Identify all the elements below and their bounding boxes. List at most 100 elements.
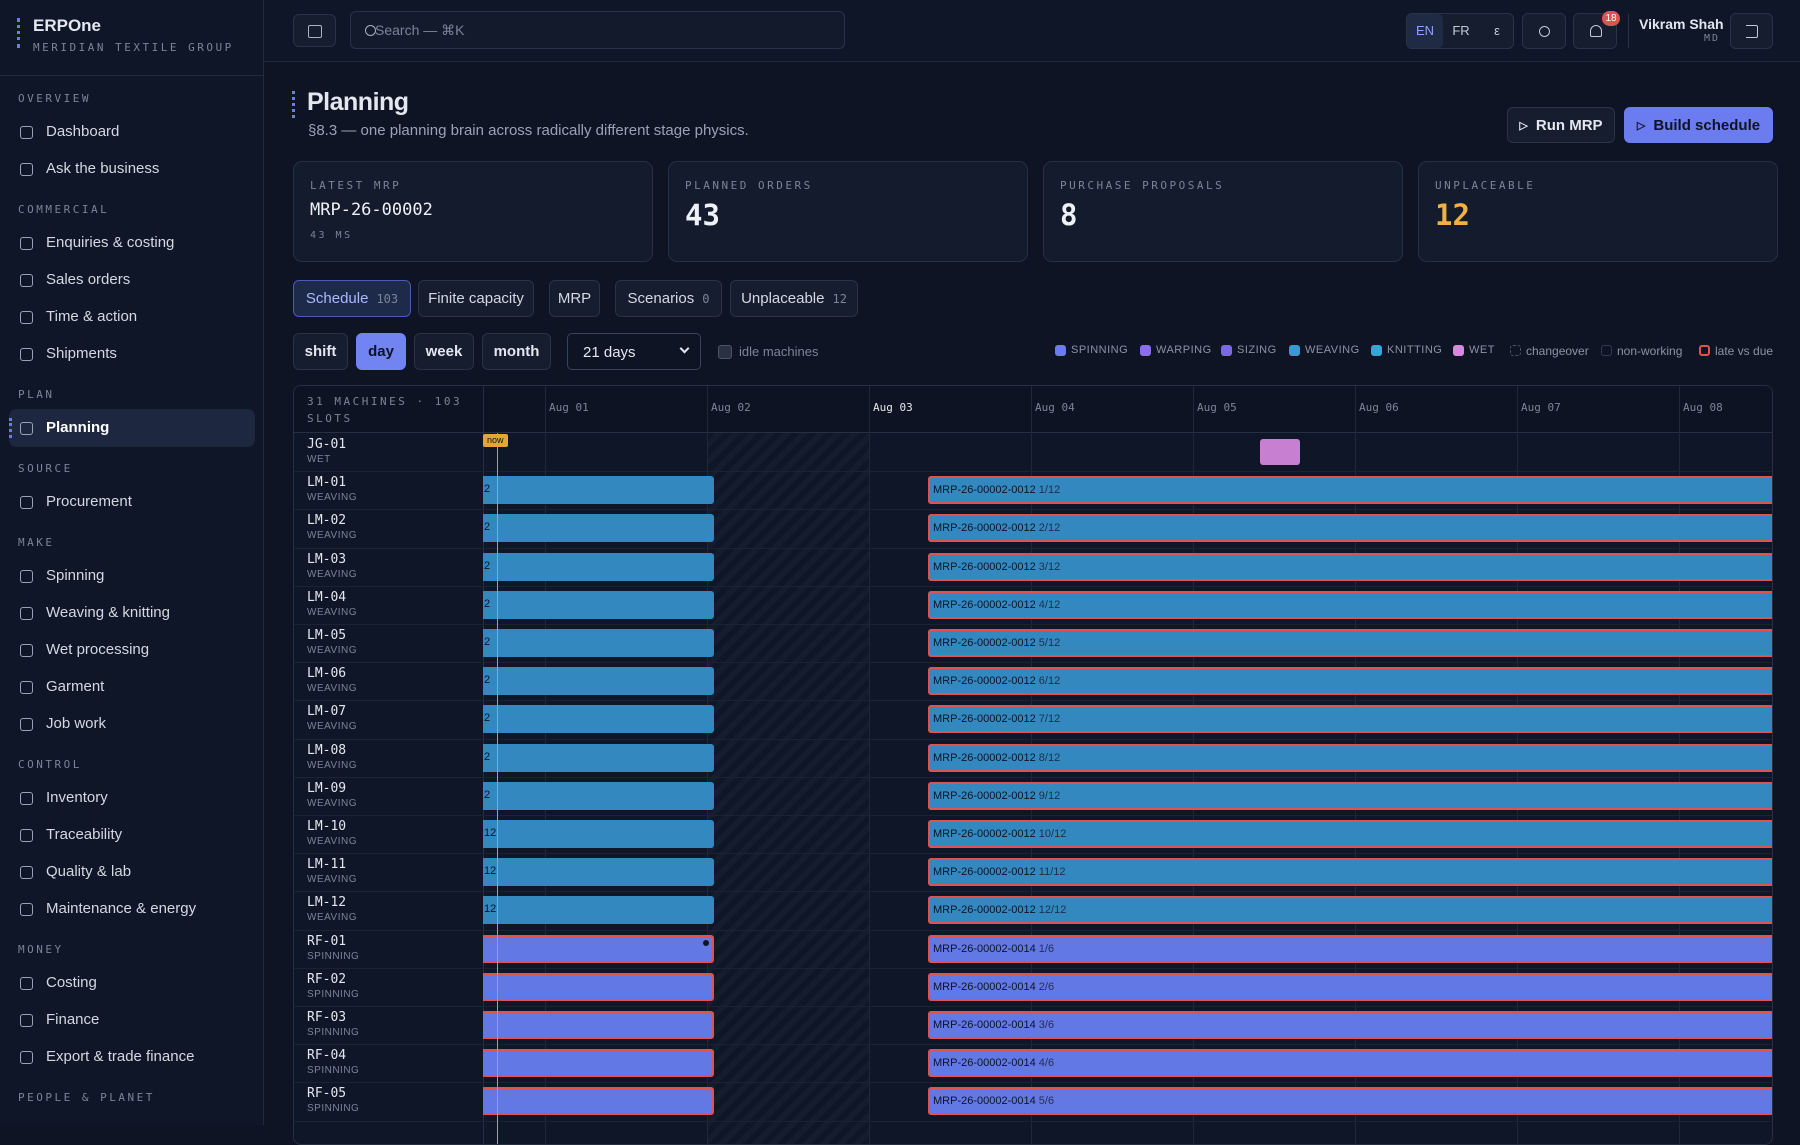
legend-label: SIZING	[1237, 344, 1277, 356]
tab[interactable]: MRP	[549, 280, 600, 317]
slot-bar[interactable]: MRP-26-00002-0012 2/12	[928, 514, 1772, 543]
slot-bar[interactable]: MRP-26-00002-0012 11/12	[928, 858, 1772, 887]
slot-bar[interactable]: 12	[483, 858, 714, 887]
nav-icon	[20, 348, 33, 361]
slot-bar[interactable]: MRP-26-00002-0012 9/12	[928, 781, 1772, 810]
nav-item[interactable]: Costing	[9, 964, 255, 1002]
machine-stage: WEAVING	[307, 721, 357, 733]
nav-item[interactable]: Time & action	[9, 298, 255, 336]
zoom-button[interactable]: shift	[293, 333, 348, 370]
nav-item[interactable]: Traceability	[9, 816, 255, 854]
slot-bar[interactable]: MRP-26-00002-0014 5/6	[928, 1087, 1772, 1116]
slot-bar[interactable]	[483, 1011, 714, 1039]
slot-bar[interactable]: 12	[483, 820, 714, 848]
slot-bar[interactable]: MRP-26-00002-0012 4/12	[928, 590, 1772, 619]
nav-item[interactable]: Wet processing	[9, 631, 255, 669]
horizon-select[interactable]: 21 days	[567, 333, 701, 370]
slot-bar[interactable]: 2	[483, 705, 714, 734]
tab[interactable]: Scenarios 0	[615, 280, 722, 317]
nav-item[interactable]: Export & trade finance	[9, 1038, 255, 1076]
nav-item[interactable]: Planning	[9, 409, 255, 447]
nav-icon	[20, 422, 33, 435]
slot-bar[interactable]: 2	[483, 514, 714, 543]
nav-item[interactable]: Quality & lab	[9, 853, 255, 891]
machine-stage: WEAVING	[307, 912, 357, 924]
machine-id: LM-04	[307, 589, 347, 605]
logout-button[interactable]	[1730, 13, 1773, 49]
nav-item[interactable]: Inventory	[9, 779, 255, 817]
zoom-button[interactable]: week	[414, 333, 474, 370]
slot-bar[interactable]: MRP-26-00002-0012 12/12	[928, 896, 1772, 925]
run-mrp-button[interactable]: ▷ Run MRP	[1507, 107, 1615, 143]
build-schedule-button[interactable]: ▷ Build schedule	[1624, 107, 1773, 143]
language-option[interactable]: FR	[1452, 23, 1470, 38]
slot-bar[interactable]	[1260, 439, 1300, 465]
slot-bar[interactable]: 2	[483, 667, 714, 696]
slot-bar[interactable]: MRP-26-00002-0014 4/6	[928, 1049, 1772, 1078]
slot-bar[interactable]: MRP-26-00002-0012 10/12	[928, 820, 1772, 848]
nav-item[interactable]: Job work	[9, 705, 255, 743]
language-option[interactable]: EN	[1407, 14, 1443, 48]
tab-label: Schedule	[305, 290, 369, 307]
day-label: Aug 05	[1197, 401, 1237, 414]
slot-bar[interactable]: 2	[483, 590, 714, 619]
slot-bar[interactable]: MRP-26-00002-0012 5/12	[928, 629, 1772, 657]
slot-bar[interactable]: 2	[483, 552, 714, 581]
slot-bar[interactable]	[483, 1087, 714, 1116]
slot-order: MRP-26-00002-0012	[933, 789, 1036, 802]
user-name: Vikram Shah	[1639, 16, 1724, 32]
slot-bar[interactable]: MRP-26-00002-0014 1/6	[928, 934, 1772, 963]
slot-bar[interactable]	[483, 934, 714, 963]
slot-seq: 1/12	[1038, 484, 1061, 497]
nav-label: Garment	[46, 678, 105, 695]
slot-label: MRP-26-00002-0014 4/6	[933, 1057, 1054, 1069]
nav-item[interactable]: Finance	[9, 1001, 255, 1039]
search-input[interactable]: Search — ⌘K	[350, 11, 845, 49]
tab[interactable]: Schedule 103	[293, 280, 411, 317]
nav-item[interactable]: Spinning	[9, 557, 255, 595]
slot-bar[interactable]: MRP-26-00002-0012 6/12	[928, 667, 1772, 696]
slot-bar[interactable]: MRP-26-00002-0012 8/12	[928, 743, 1772, 772]
slot-bar[interactable]: 2	[483, 743, 714, 772]
slot-seq: 4/12	[1038, 598, 1061, 611]
non-working-band	[707, 433, 869, 1144]
zoom-button[interactable]: month	[482, 333, 551, 370]
slot-bar[interactable]: MRP-26-00002-0014 2/6	[928, 972, 1772, 1001]
apps-button[interactable]	[293, 14, 336, 47]
nav-item[interactable]: Sales orders	[9, 261, 255, 299]
slot-bar[interactable]: 2	[483, 629, 714, 657]
nav-item[interactable]: Weaving & knitting	[9, 594, 255, 632]
zoom-label: week	[425, 343, 463, 360]
nav-item[interactable]: Enquiries & costing	[9, 224, 255, 262]
nav-item[interactable]: Procurement	[9, 483, 255, 521]
kpi-value: MRP-26-00002	[310, 200, 433, 220]
zoom-button[interactable]: day	[356, 333, 406, 370]
nav-icon	[20, 126, 33, 139]
kpi-sub: 43 MS	[310, 230, 353, 241]
slot-bar[interactable]: MRP-26-00002-0012 1/12	[928, 476, 1772, 505]
slot-bar[interactable]: MRP-26-00002-0012 3/12	[928, 552, 1772, 581]
nav-item[interactable]: Ask the business	[9, 150, 255, 188]
nav-item[interactable]: Shipments	[9, 335, 255, 373]
tab[interactable]: Unplaceable 12	[730, 280, 858, 317]
machine-id: LM-12	[307, 895, 347, 911]
slot-order: MRP-26-00002-0014	[933, 980, 1036, 993]
slot-bar[interactable]: 2	[483, 781, 714, 810]
slot-bar[interactable]: MRP-26-00002-0014 3/6	[928, 1011, 1772, 1039]
slot-bar[interactable]: 12	[483, 896, 714, 925]
nav-item[interactable]: Dashboard	[9, 113, 255, 151]
slot-bar[interactable]: 2	[483, 476, 714, 505]
legend-label: SPINNING	[1071, 344, 1129, 356]
language-option[interactable]: ε	[1494, 23, 1500, 38]
zoom-label: day	[368, 343, 394, 360]
slot-label: MRP-26-00002-0014 5/6	[933, 1095, 1054, 1107]
slot-bar[interactable]	[483, 972, 714, 1001]
slot-label: 2	[484, 636, 491, 648]
idle-checkbox[interactable]	[718, 345, 732, 359]
nav-item[interactable]: Garment	[9, 668, 255, 706]
tab[interactable]: Finite capacity	[418, 280, 534, 317]
theme-toggle[interactable]	[1522, 13, 1566, 49]
slot-bar[interactable]: MRP-26-00002-0012 7/12	[928, 705, 1772, 734]
nav-item[interactable]: Maintenance & energy	[9, 890, 255, 928]
slot-bar[interactable]	[483, 1049, 714, 1078]
